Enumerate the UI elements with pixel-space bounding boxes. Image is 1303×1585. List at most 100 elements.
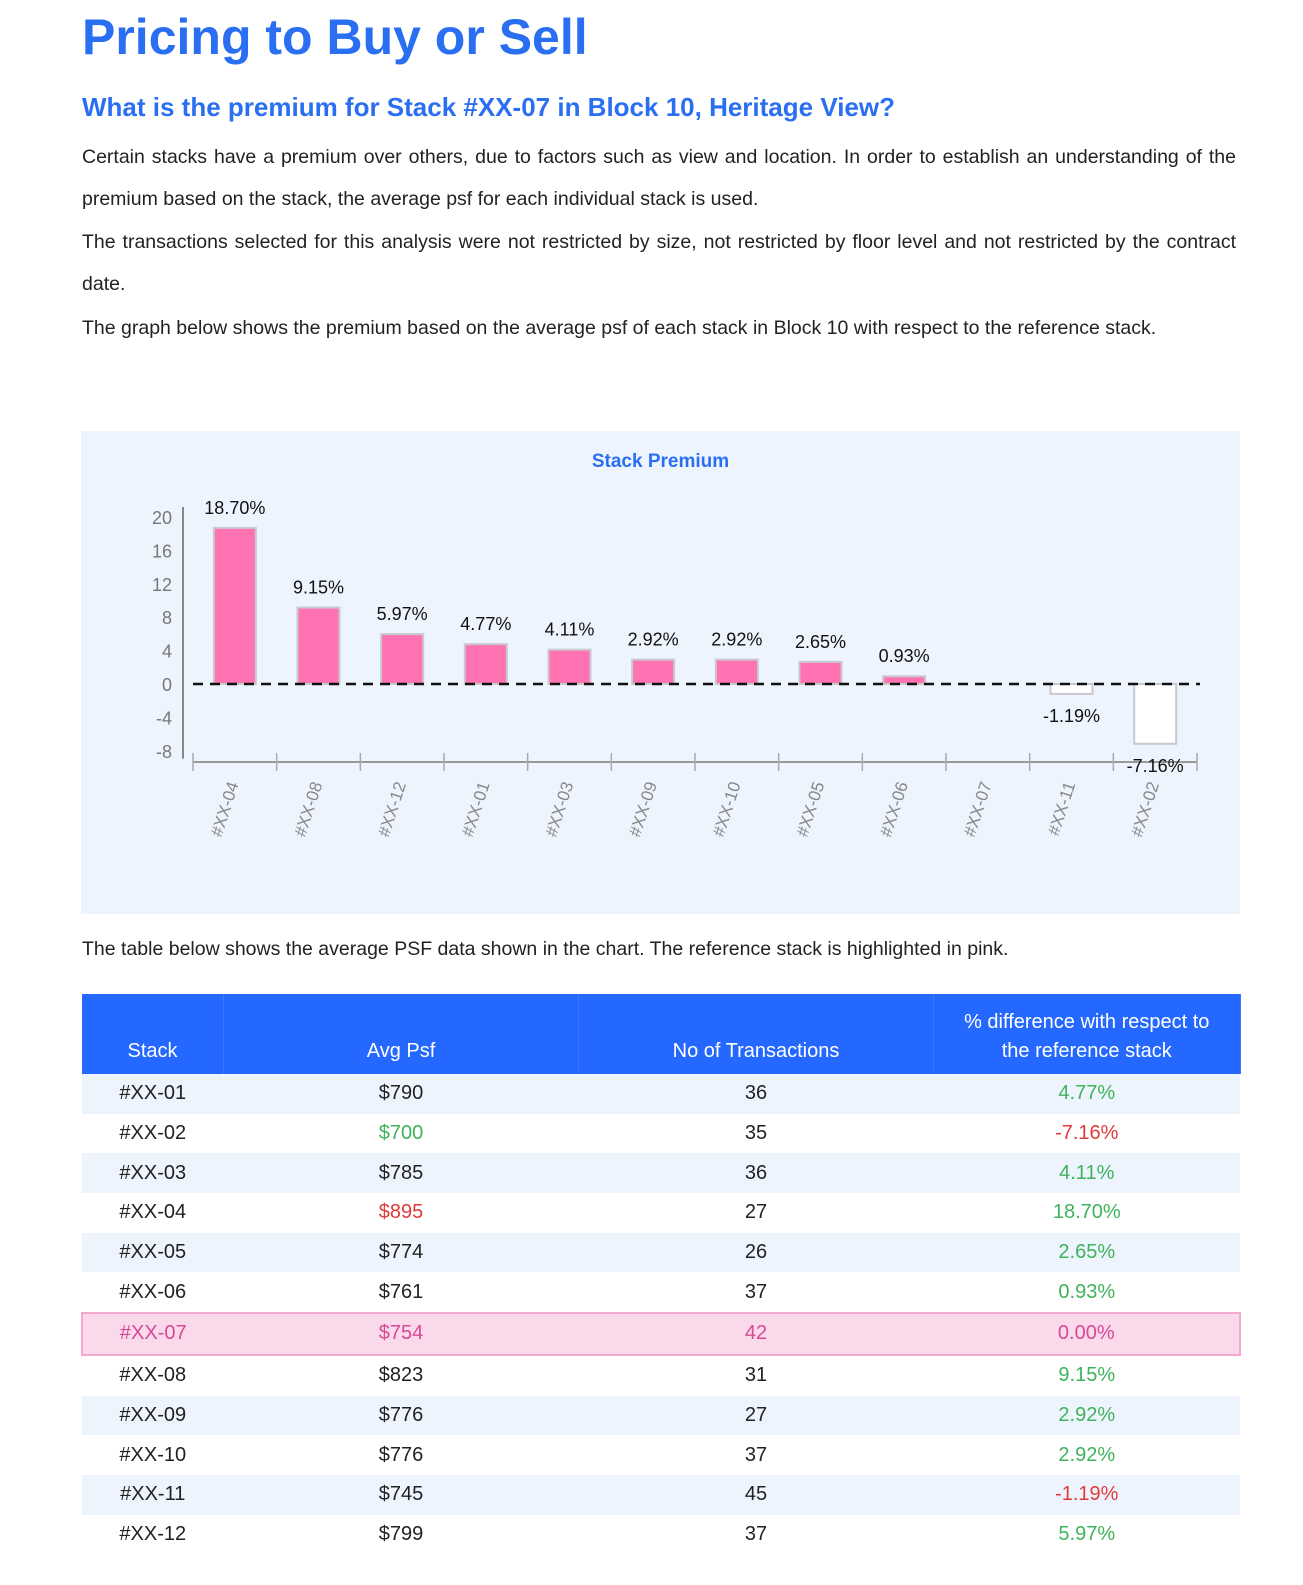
bar — [296, 606, 341, 685]
cell-stack: #XX-06 — [82, 1272, 224, 1314]
cell-difference: 0.93% — [933, 1272, 1240, 1314]
y-tick-label: -4 — [156, 708, 172, 728]
paragraph-intro: Certain stacks have a premium over other… — [82, 146, 1236, 210]
cell-transactions: 31 — [578, 1354, 934, 1396]
table-row: #XX-06 $761 37 0.93% — [82, 1272, 1240, 1314]
cell-stack: #XX-08 — [82, 1354, 224, 1396]
bar — [547, 648, 592, 686]
data-label: 2.92% — [628, 630, 679, 650]
x-tick-label: #XX-08 — [291, 779, 327, 839]
x-tick-label: #XX-03 — [542, 779, 578, 839]
x-tick-label: #XX-02 — [1127, 779, 1163, 839]
cell-transactions: 36 — [578, 1153, 934, 1194]
table-row: #XX-08 $823 31 9.15% — [82, 1354, 1240, 1396]
paragraph-graph: The graph below shows the premium based … — [82, 317, 1157, 339]
header-transactions: No of Transactions — [578, 994, 934, 1074]
data-label: 18.70% — [204, 498, 265, 518]
cell-difference: -1.19% — [933, 1474, 1240, 1515]
cell-avg-psf: $745 — [223, 1474, 579, 1515]
bar — [1049, 683, 1094, 695]
section-subtitle: What is the premium for Stack #XX-07 in … — [82, 92, 895, 122]
cell-stack: #XX-12 — [82, 1514, 224, 1555]
cell-avg-psf: $761 — [223, 1272, 579, 1314]
x-tick-label: #XX-01 — [458, 779, 494, 839]
table-row-reference: #XX-07 $754 42 0.00% — [81, 1312, 1241, 1356]
paragraph-criteria: The transactions selected for this analy… — [82, 231, 1236, 295]
cell-difference: 2.92% — [933, 1435, 1240, 1475]
cell-avg-psf: $790 — [223, 1074, 579, 1114]
cell-difference: 4.77% — [933, 1074, 1240, 1114]
table-row: #XX-03 $785 36 4.11% — [82, 1153, 1240, 1194]
cell-stack: #XX-01 — [82, 1074, 224, 1114]
x-tick-label: #XX-05 — [793, 779, 829, 839]
cell-avg-psf: $799 — [223, 1514, 579, 1555]
cell-transactions: 27 — [578, 1395, 934, 1436]
cell-transactions: 35 — [578, 1113, 934, 1154]
table-row: #XX-02 $700 35 -7.16% — [82, 1113, 1240, 1154]
data-label: 2.65% — [795, 632, 846, 652]
y-tick-label: 8 — [162, 608, 172, 628]
cell-transactions: 42 — [578, 1312, 934, 1356]
table-row: #XX-05 $774 26 2.65% — [82, 1232, 1240, 1273]
data-label: -7.16% — [1127, 756, 1184, 776]
y-tick-label: 16 — [152, 541, 172, 561]
cell-avg-psf: $785 — [223, 1153, 579, 1194]
header-difference: % difference with respect to the referen… — [933, 994, 1241, 1074]
cell-stack: #XX-02 — [82, 1113, 224, 1154]
cell-transactions: 36 — [578, 1074, 934, 1114]
cell-difference: 0.00% — [933, 1312, 1241, 1356]
table-caption: The table below shows the average PSF da… — [82, 938, 1009, 960]
cell-stack: #XX-10 — [82, 1435, 224, 1475]
data-label: 4.11% — [545, 620, 595, 640]
cell-avg-psf: $776 — [223, 1395, 579, 1436]
cell-stack: #XX-11 — [82, 1474, 224, 1515]
cell-stack: #XX-03 — [82, 1153, 224, 1194]
cell-avg-psf: $700 — [223, 1113, 579, 1154]
x-tick-label: #XX-07 — [960, 779, 996, 839]
header-avg-psf: Avg Psf — [223, 994, 579, 1074]
bar — [882, 675, 927, 685]
table-header-row: Stack Avg Psf No of Transactions % diffe… — [82, 994, 1241, 1074]
chart-svg: 20 16 12 8 4 0 -4 -8 18.70% #XX-04 9.15% #XX-08 5.97… — [152, 498, 1200, 839]
cell-difference: 4.11% — [933, 1153, 1240, 1194]
table-row: #XX-11 $745 45 -1.19% — [82, 1474, 1240, 1515]
bar — [1133, 683, 1178, 745]
table-row: #XX-01 $790 36 4.77% — [82, 1074, 1240, 1114]
y-tick-label: -8 — [156, 742, 172, 762]
x-tick-label: #XX-04 — [207, 779, 243, 839]
data-label: -1.19% — [1043, 706, 1100, 726]
header-stack: Stack — [82, 994, 224, 1074]
x-tick-label: #XX-09 — [625, 779, 661, 839]
cell-stack: #XX-04 — [82, 1193, 224, 1233]
page-title: Pricing to Buy or Sell — [82, 9, 588, 65]
bar — [212, 526, 257, 686]
table-row: #XX-10 $776 37 2.92% — [82, 1435, 1240, 1475]
cell-transactions: 37 — [578, 1272, 934, 1314]
bar — [798, 660, 843, 685]
data-label: 0.93% — [879, 646, 930, 666]
cell-avg-psf: $895 — [223, 1193, 579, 1233]
bar — [714, 658, 759, 685]
cell-difference: 2.65% — [933, 1232, 1240, 1273]
cell-avg-psf: $754 — [223, 1312, 579, 1356]
cell-avg-psf: $776 — [223, 1435, 579, 1475]
cell-avg-psf: $774 — [223, 1232, 579, 1273]
x-tick-label: #XX-10 — [709, 779, 745, 839]
cell-difference: -7.16% — [933, 1113, 1240, 1154]
data-label: 5.97% — [377, 604, 428, 624]
x-tick-label: #XX-12 — [374, 779, 410, 839]
x-tick-label: #XX-11 — [1044, 779, 1079, 838]
bar — [631, 658, 676, 685]
cell-transactions: 26 — [578, 1232, 934, 1273]
table-row: #XX-04 $895 27 18.70% — [82, 1193, 1240, 1233]
cell-stack: #XX-09 — [82, 1395, 224, 1436]
data-label: 2.92% — [711, 630, 762, 650]
cell-transactions: 27 — [578, 1193, 934, 1233]
cell-transactions: 37 — [578, 1514, 934, 1555]
y-tick-label: 0 — [162, 675, 172, 695]
cell-transactions: 45 — [578, 1474, 934, 1515]
y-tick-label: 4 — [162, 642, 172, 662]
x-tick-label: #XX-06 — [876, 779, 912, 839]
cell-difference: 9.15% — [933, 1354, 1240, 1396]
